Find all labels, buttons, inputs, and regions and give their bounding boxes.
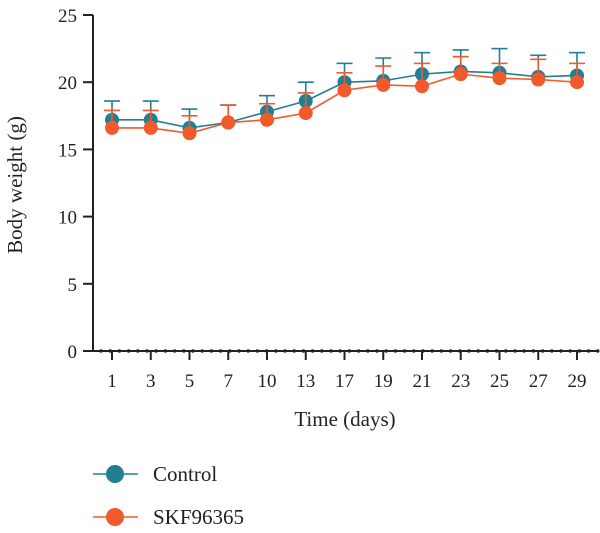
- data-point: [570, 75, 584, 90]
- data-point: [531, 72, 546, 87]
- x-axis-minor-dot: [209, 349, 214, 353]
- x-tick-label: 21: [413, 371, 432, 392]
- x-tick-label: 7: [224, 371, 234, 392]
- y-axis-title: Body weight (g): [3, 116, 27, 254]
- x-axis-minor-dot: [347, 349, 352, 353]
- data-point: [105, 120, 119, 135]
- x-axis-minor-dot: [568, 349, 572, 353]
- x-axis-minor-dot: [504, 349, 508, 353]
- legend-label: SKF96365: [153, 505, 244, 529]
- legend-marker: [106, 508, 124, 526]
- x-axis-minor-dot: [540, 349, 545, 353]
- x-axis-minor-dot: [237, 349, 241, 353]
- x-axis-minor-dot: [117, 349, 122, 353]
- x-axis-minor-dot: [338, 349, 342, 353]
- x-axis-minor-dot: [559, 349, 563, 353]
- x-axis-title: Time (days): [294, 407, 395, 431]
- x-axis-minor-dot: [402, 349, 407, 353]
- x-axis-minor-dot: [550, 349, 554, 353]
- x-axis-minor-dot: [393, 349, 398, 353]
- x-axis-minor-dot: [218, 349, 223, 353]
- x-axis-minor-dot: [136, 349, 140, 353]
- x-axis-minor-dot: [255, 349, 260, 353]
- y-tick-label: 20: [58, 73, 77, 94]
- x-axis-minor-dot: [485, 349, 490, 353]
- x-tick-label: 10: [258, 371, 277, 392]
- data-point: [453, 67, 468, 82]
- x-axis-minor-dot: [329, 349, 333, 353]
- data-point: [221, 115, 236, 130]
- x-axis-minor-dot: [246, 349, 250, 353]
- y-tick-label: 15: [58, 140, 77, 161]
- data-point: [298, 106, 313, 121]
- x-tick-label: 27: [529, 371, 548, 392]
- x-tick-label: 13: [296, 371, 315, 392]
- legend: Control SKF96365: [93, 462, 244, 529]
- x-axis-minor-dot: [384, 349, 388, 353]
- x-axis-minor-dot: [200, 349, 204, 353]
- x-axis-minor-dot: [412, 349, 416, 353]
- x-axis-minor-dot: [145, 349, 149, 353]
- x-axis-minor-dot: [320, 349, 324, 353]
- x-tick-label: 29: [568, 371, 587, 392]
- x-axis-minor-dot: [467, 349, 471, 353]
- data-point: [415, 79, 429, 94]
- x-axis-minor-dot: [586, 349, 591, 353]
- x-tick-label: 5: [185, 371, 195, 392]
- x-tick-label: 1: [107, 371, 117, 392]
- x-axis-minor-dot: [430, 349, 434, 353]
- x-axis-minor-dot: [596, 349, 600, 353]
- x-axis-minor-dot: [310, 349, 315, 353]
- x-axis-minor-dot: [163, 349, 168, 353]
- x-axis-minor-dot: [283, 349, 287, 353]
- x-axis-minor-dot: [531, 349, 536, 353]
- x-axis-minor-dot: [191, 349, 195, 353]
- x-axis-minor-dot: [577, 349, 582, 353]
- x-tick-label: 23: [451, 371, 470, 392]
- data-point: [182, 126, 197, 141]
- x-axis-minor-dot: [99, 349, 103, 353]
- legend-label: Control: [153, 462, 217, 486]
- x-axis-minor-dot: [182, 349, 186, 353]
- legend-item-control: Control: [93, 462, 217, 486]
- data-point: [143, 120, 158, 135]
- x-axis-minor-dot: [172, 349, 177, 353]
- x-axis-minor-dot: [292, 349, 296, 353]
- y-tick-label: 10: [58, 208, 77, 229]
- x-axis-minor-dot: [513, 349, 517, 353]
- x-tick-label: 19: [374, 371, 393, 392]
- x-tick-label: 25: [490, 371, 509, 392]
- data-point: [260, 112, 274, 127]
- y-tick-label: 25: [58, 6, 77, 27]
- data-point: [337, 83, 352, 98]
- x-axis-minor-dot: [494, 349, 499, 353]
- x-tick-label: 17: [335, 371, 354, 392]
- y-tick-label: 0: [68, 342, 78, 363]
- legend-item-skf96365: SKF96365: [93, 505, 244, 529]
- y-tick-label: 5: [68, 275, 78, 296]
- x-axis-minor-dot: [154, 349, 158, 353]
- x-axis-minor-dot: [522, 349, 526, 353]
- x-tick-label: 3: [146, 371, 156, 392]
- legend-marker: [106, 465, 124, 483]
- x-axis-minor-dot: [476, 349, 480, 353]
- x-axis-minor-dot: [274, 349, 278, 353]
- x-axis-minor-dot: [126, 349, 131, 353]
- data-point: [376, 77, 391, 92]
- data-point: [492, 71, 507, 86]
- x-axis-minor-dot: [439, 349, 444, 353]
- x-axis-minor-dot: [448, 349, 453, 353]
- x-axis-minor-dot: [366, 349, 370, 353]
- series-skf96365: [104, 55, 585, 141]
- series-layer: [104, 47, 585, 141]
- x-axis-minor-dot: [356, 349, 361, 353]
- x-axis-minor-dot: [375, 349, 379, 353]
- x-axis-minor-dot: [301, 349, 306, 353]
